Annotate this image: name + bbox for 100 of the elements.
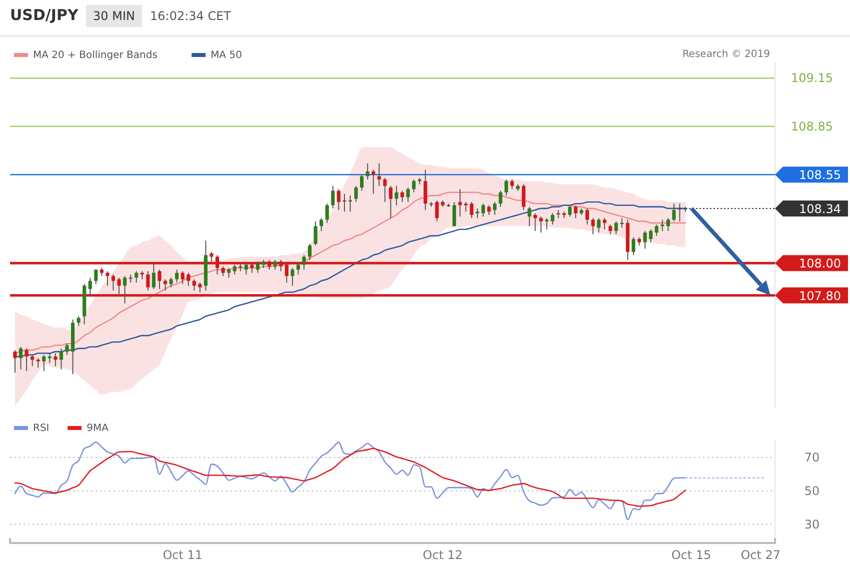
candlestick	[146, 270, 150, 292]
legend-label: MA 20 + Bollinger Bands	[33, 50, 158, 61]
candlestick	[608, 224, 612, 235]
candlestick	[654, 224, 658, 236]
y-tick-label: 108.85	[791, 119, 833, 134]
candlestick	[88, 277, 92, 296]
candlestick	[158, 269, 162, 290]
candlestick	[366, 162, 370, 180]
candlestick	[180, 270, 184, 285]
candlestick	[476, 208, 480, 219]
candlestick	[394, 185, 398, 206]
candlestick	[30, 354, 34, 367]
candlestick	[452, 202, 456, 227]
candlestick	[470, 202, 474, 219]
candlestick	[24, 348, 28, 372]
candlestick	[134, 270, 138, 283]
candlestick	[273, 259, 277, 270]
x-tick-label: Oct 12	[422, 548, 463, 562]
candlestick	[354, 185, 358, 203]
candlestick	[342, 193, 346, 212]
candlestick	[464, 202, 468, 212]
candlestick	[221, 266, 225, 277]
x-tick-label: Oct 15	[671, 548, 712, 562]
candlestick	[232, 264, 236, 275]
candlestick	[325, 203, 329, 224]
candlestick	[336, 188, 340, 211]
candlestick	[591, 218, 595, 235]
candlestick	[544, 218, 549, 230]
candlestick	[672, 203, 676, 222]
candlestick	[290, 267, 294, 286]
candlestick	[400, 190, 404, 203]
candlestick	[18, 346, 23, 370]
candlestick	[660, 219, 664, 232]
candlestick	[123, 276, 127, 304]
ref-line-label: 108.55	[799, 168, 841, 182]
candlestick	[42, 354, 46, 372]
candlestick	[94, 269, 98, 285]
line-series	[14, 448, 686, 507]
candlestick	[649, 228, 653, 243]
y-tick-label: 70	[804, 450, 820, 465]
candlestick	[314, 220, 318, 246]
candlestick	[186, 272, 190, 286]
y-tick-label: 30	[804, 517, 820, 532]
candlestick	[574, 204, 578, 219]
ref-line-label: 107.80	[799, 288, 841, 303]
candlestick	[424, 169, 428, 211]
candlestick	[539, 216, 543, 234]
text: Research © 2019	[682, 49, 770, 60]
candlestick	[481, 203, 485, 217]
candlestick	[59, 348, 64, 370]
y-tick-label: 50	[804, 484, 820, 498]
candlestick	[320, 218, 324, 232]
candlestick	[383, 177, 387, 203]
candlestick	[568, 204, 572, 217]
y-tick-label: 109.15	[791, 71, 833, 86]
candlestick	[348, 195, 352, 212]
candlestick	[678, 203, 682, 222]
legend-label: RSI	[33, 423, 50, 434]
candlestick	[487, 204, 491, 216]
candlestick	[458, 188, 462, 217]
candlestick	[360, 174, 364, 192]
candlestick	[192, 278, 196, 292]
candlestick	[412, 178, 416, 193]
line-series	[14, 442, 686, 520]
candlestick	[492, 202, 497, 216]
ref-line-label: 108.00	[799, 256, 841, 271]
candlestick	[372, 169, 376, 194]
candlestick	[406, 187, 410, 203]
candlestick	[632, 236, 636, 256]
candlestick	[614, 220, 618, 235]
candlestick	[227, 267, 231, 278]
candlestick	[65, 343, 69, 356]
candlestick	[585, 208, 590, 226]
candlestick	[331, 185, 335, 209]
candlestick	[13, 350, 17, 374]
candlestick	[528, 206, 532, 227]
candlestick	[175, 269, 179, 283]
candlestick	[388, 185, 392, 219]
x-tick-label: Oct 27	[740, 548, 781, 562]
candlestick	[36, 358, 40, 368]
legend-label: 9MA	[86, 423, 109, 434]
candlestick	[152, 262, 156, 290]
candlestick	[54, 352, 58, 367]
legend-label: MA 50	[210, 50, 242, 61]
candlestick	[596, 218, 601, 234]
candlestick	[296, 262, 300, 275]
chart-title: USD/JPY	[10, 6, 80, 24]
chart-subtitle: 30 MIN	[93, 9, 135, 23]
candlestick	[522, 184, 526, 211]
candlestick	[106, 270, 110, 286]
candlestick	[498, 190, 502, 208]
candlestick	[550, 212, 554, 226]
candlestick	[48, 352, 52, 364]
candlestick	[620, 218, 624, 228]
candlestick	[510, 178, 514, 190]
candlestick	[435, 200, 439, 222]
text: 16:02:34 CET	[150, 9, 232, 23]
candlestick	[256, 261, 260, 274]
candlestick	[111, 274, 116, 292]
candlestick	[504, 178, 508, 196]
